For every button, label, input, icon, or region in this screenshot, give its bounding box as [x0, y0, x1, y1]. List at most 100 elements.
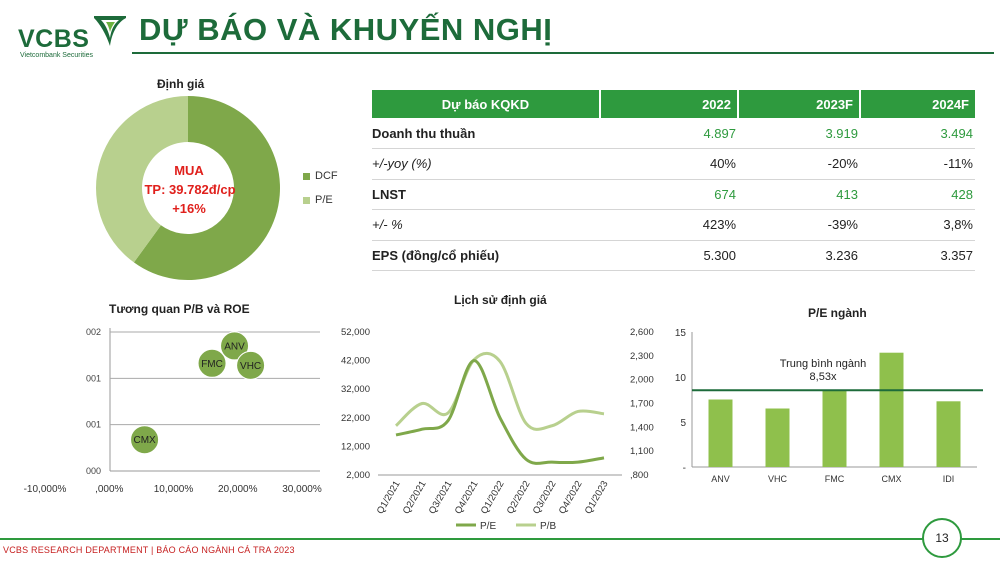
table-cell: 423% — [600, 209, 738, 241]
history-y-right-tick: 1,100 — [630, 446, 654, 457]
header-cell: 2024F — [860, 90, 975, 118]
pb-roe-scatter-chart: 000 001 001 002 -10,000% ,000% 10,000% 20,000%… — [24, 327, 322, 495]
table-cell: 3,8% — [860, 209, 975, 241]
pe-industry-title: P/E ngành — [808, 306, 867, 320]
pebar-x-tick: IDI — [943, 474, 955, 484]
bar-fmc — [822, 390, 847, 467]
header-cell: Dự báo KQKD — [372, 90, 601, 118]
history-x-tick: Q3/2021 — [427, 479, 455, 516]
table-cell: 3.919 — [738, 118, 860, 149]
table-cell: 4.897 — [600, 118, 738, 149]
upside-text: +16% — [172, 201, 206, 216]
pb-roe-title: Tương quan P/B và ROE — [109, 302, 250, 316]
scatter-x-tick: 30,000% — [282, 484, 322, 495]
pebar-x-tick: FMC — [825, 474, 845, 484]
scatter-y-tick: 001 — [86, 373, 101, 383]
bubble-anv: ANV — [220, 331, 250, 361]
row-label: +/-yoy (%) — [372, 148, 600, 180]
history-y-right-tick: 2,000 — [630, 375, 654, 386]
history-y-left-tick: 52,000 — [341, 327, 370, 338]
history-x-tick: Q1/2021 — [375, 479, 403, 516]
table-row: Doanh thu thuần 4.897 3.919 3.494 — [372, 118, 975, 149]
history-y-left-tick: 22,000 — [341, 413, 370, 424]
scatter-x-tick: ,000% — [95, 484, 123, 495]
history-x-tick: Q2/2021 — [401, 479, 429, 516]
table-cell: 40% — [600, 148, 738, 180]
row-label: LNST — [372, 179, 600, 210]
valuation-title: Định giá — [157, 77, 205, 91]
bubble-fmc: FMC — [197, 348, 227, 378]
header-cell: 2022 — [600, 90, 739, 118]
table-cell: 674 — [600, 179, 738, 210]
scatter-y-tick: 001 — [86, 420, 101, 430]
history-y-left-tick: 2,000 — [346, 470, 370, 481]
vcbs-logo: VCBS Vietcombank Securities — [8, 6, 128, 59]
history-y-right-tick: 1,700 — [630, 399, 654, 410]
scatter-y-tick: 000 — [86, 466, 101, 476]
bubble-marker — [236, 350, 266, 380]
table-cell: 3.494 — [860, 118, 975, 149]
bar-anv — [708, 399, 733, 467]
legend-pe-label: P/E — [480, 521, 496, 532]
table-cell: -20% — [738, 148, 860, 180]
pebar-x-tick: VHC — [768, 474, 788, 484]
history-y-left-tick: 12,000 — [341, 441, 370, 452]
pebar-y-tick: - — [683, 463, 686, 474]
history-y-left-tick: 32,000 — [341, 384, 370, 395]
history-y-right-tick: 1,400 — [630, 422, 654, 433]
donut-center-label: MUA TP: 39.782đ/cp +16% — [138, 161, 240, 218]
footer-divider — [0, 538, 1000, 540]
bar-vhc — [765, 408, 790, 467]
pebar-y-tick: 5 — [680, 418, 686, 429]
leaf-logo-icon — [94, 16, 126, 46]
table-row: +/-yoy (%) 40% -20% -11% — [372, 148, 975, 180]
history-y-left-tick: 42,000 — [341, 356, 370, 367]
avg-label-title: Trung bình ngành — [780, 358, 866, 370]
history-x-tick: Q2/2022 — [505, 479, 533, 516]
legend-dcf: DCF — [303, 170, 338, 182]
bubble-marker — [197, 348, 227, 378]
bubble-marker — [130, 425, 160, 455]
bar-idi — [936, 401, 961, 467]
scatter-y-tick: 002 — [86, 327, 101, 337]
history-x-tick: Q1/2023 — [583, 479, 611, 516]
row-label: EPS (đồng/cổ phiếu) — [372, 240, 600, 271]
footer-text: VCBS RESEARCH DEPARTMENT | BÁO CÁO NGÀNH… — [3, 545, 295, 555]
pebar-x-tick: CMX — [882, 474, 902, 484]
recommendation-text: MUA — [174, 163, 204, 178]
scatter-x-tick: -10,000% — [24, 484, 67, 495]
table-cell: 5.300 — [600, 240, 738, 271]
bubble-cmx: CMX — [130, 425, 160, 455]
history-x-tick: Q1/2022 — [479, 479, 507, 516]
table-cell: 413 — [738, 179, 860, 210]
bubble-label: CMX — [133, 435, 156, 446]
pebar-y-tick: 10 — [675, 373, 687, 384]
donut-slice-dcf — [133, 96, 280, 280]
table-cell: -11% — [860, 148, 975, 180]
scatter-x-tick: 10,000% — [154, 484, 194, 495]
history-legend: P/E P/B — [456, 521, 556, 532]
table-header-row: Dự báo KQKD 2022 2023F 2024F — [372, 90, 975, 118]
bubble-marker — [220, 331, 250, 361]
avg-label-value: 8,53x — [810, 371, 837, 383]
table-cell: -39% — [738, 209, 860, 241]
legend-dcf-label: DCF — [315, 170, 338, 182]
series-line-pe — [395, 359, 605, 465]
valuation-donut-chart — [95, 96, 280, 280]
bubble-vhc: VHC — [236, 350, 266, 380]
table-row: LNST 674 413 428 — [372, 179, 975, 210]
table-cell: 3.236 — [738, 240, 860, 271]
legend-dcf-swatch — [303, 172, 310, 180]
history-y-right-tick: ,800 — [630, 470, 649, 481]
bubble-label: FMC — [201, 359, 223, 370]
legend-pb-label: P/B — [540, 521, 556, 532]
donut-slice-pe — [95, 96, 188, 263]
bar-cmx — [879, 352, 904, 467]
pebar-y-tick: 15 — [675, 328, 687, 339]
table-cell: 3.357 — [860, 240, 975, 271]
title-divider — [132, 52, 994, 54]
row-label: +/- % — [372, 209, 600, 241]
bubble-label: VHC — [240, 361, 261, 372]
table-row: +/- % 423% -39% 3,8% — [372, 209, 975, 241]
